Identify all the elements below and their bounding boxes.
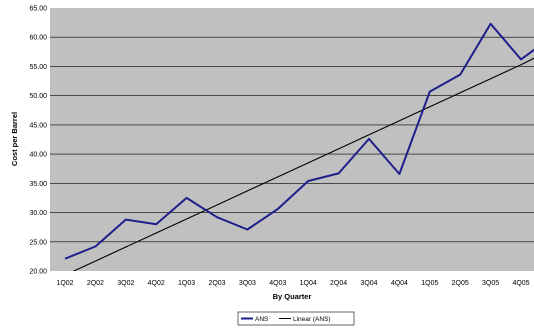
plot-area [50,8,534,271]
x-tick-label: 3Q05 [482,280,499,287]
x-tick-label: 4Q04 [391,280,408,287]
y-tick-label: 25.00 [29,239,47,246]
x-tick-label: 1Q04 [300,280,317,287]
legend: ANS Linear (ANS) [237,311,355,326]
y-tick-label: 20.00 [29,269,47,276]
y-tick-label: 60.00 [29,35,47,42]
series-line-linear-ans [72,57,534,271]
y-tick-label: 45.00 [29,122,47,129]
x-tick-label: 2Q03 [208,280,225,287]
legend-label-ans: ANS [255,316,269,323]
y-tick-label: 55.00 [29,64,47,71]
x-axis-ticks: 1Q02 2Q02 3Q02 4Q02 1Q03 2Q03 3Q03 4Q03 1Q04 2Q04… [56,280,529,287]
x-tick-label: 2Q04 [330,280,347,287]
y-tick-label: 35.00 [29,181,47,188]
x-tick-label: 2Q05 [452,280,469,287]
y-tick-label: 40.00 [29,152,47,159]
x-tick-label: 3Q02 [117,280,134,287]
x-axis-title: By Quarter [273,292,312,301]
x-tick-label: 3Q04 [360,280,377,287]
y-tick-label: 50.00 [29,93,47,100]
x-tick-label: 4Q02 [148,280,165,287]
y-axis-title: Cost per Barrel [10,112,19,166]
series-lines [64,22,534,271]
x-tick-label: 1Q03 [178,280,195,287]
gridlines [50,36,534,243]
x-tick-label: 1Q02 [56,280,73,287]
y-axis-ticks: 20.00 25.00 30.00 35.00 40.00 45.00 50.00 55.00… [29,6,47,276]
series-line-ans [64,22,534,260]
x-tick-label: 1Q05 [421,280,438,287]
y-tick-label: 30.00 [29,210,47,217]
x-tick-label: 2Q02 [87,280,104,287]
x-tick-label: 3Q03 [239,280,256,287]
x-tick-label: 4Q05 [512,280,529,287]
y-tick-label: 65.00 [29,6,47,13]
legend-box [237,311,355,326]
legend-label-linear: Linear (ANS) [293,316,331,323]
x-tick-label: 4Q03 [269,280,286,287]
